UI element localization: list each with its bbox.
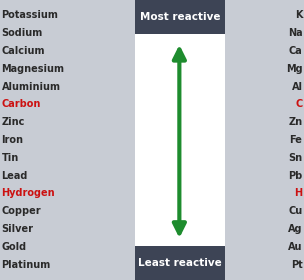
Text: Magnesium: Magnesium (2, 64, 64, 74)
Text: K: K (295, 10, 302, 20)
Text: Al: Al (292, 81, 302, 92)
Text: Potassium: Potassium (2, 10, 58, 20)
Text: Hydrogen: Hydrogen (2, 188, 55, 199)
FancyBboxPatch shape (225, 0, 304, 280)
Text: Copper: Copper (2, 206, 41, 216)
Text: Pb: Pb (288, 171, 302, 181)
FancyBboxPatch shape (135, 0, 225, 34)
Text: Fe: Fe (290, 135, 302, 145)
Text: Na: Na (288, 28, 302, 38)
Text: Sodium: Sodium (2, 28, 43, 38)
Text: C: C (295, 99, 302, 109)
Text: Cu: Cu (288, 206, 302, 216)
Text: Tin: Tin (2, 153, 19, 163)
Text: Platinum: Platinum (2, 260, 51, 270)
Text: H: H (294, 188, 302, 199)
Text: Iron: Iron (2, 135, 23, 145)
FancyBboxPatch shape (135, 0, 225, 280)
Text: Silver: Silver (2, 224, 33, 234)
Text: Mg: Mg (286, 64, 302, 74)
Text: Carbon: Carbon (2, 99, 41, 109)
Text: Calcium: Calcium (2, 46, 45, 56)
FancyBboxPatch shape (135, 246, 225, 280)
Text: Lead: Lead (2, 171, 28, 181)
Text: Ca: Ca (289, 46, 302, 56)
Text: Ag: Ag (288, 224, 302, 234)
Text: Pt: Pt (291, 260, 302, 270)
Text: Most reactive: Most reactive (140, 12, 220, 22)
Text: Au: Au (288, 242, 302, 252)
Text: Gold: Gold (2, 242, 27, 252)
Text: Least reactive: Least reactive (138, 258, 222, 268)
FancyBboxPatch shape (0, 0, 135, 280)
Text: Aluminium: Aluminium (2, 81, 60, 92)
Text: Zn: Zn (288, 117, 302, 127)
Text: Sn: Sn (288, 153, 302, 163)
Text: Zinc: Zinc (2, 117, 25, 127)
